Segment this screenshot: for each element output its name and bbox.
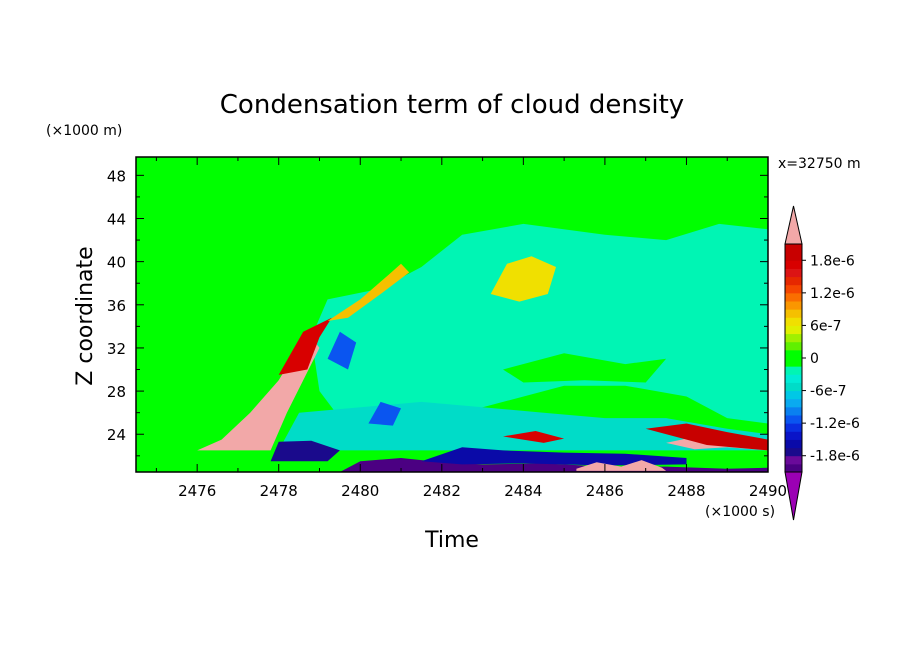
x-tick-label: 2484 (504, 482, 542, 500)
y-tick-label: 40 (107, 254, 126, 272)
x-tick-label: 2478 (260, 482, 298, 500)
contour-region-blue-bottom-2478 (270, 440, 340, 462)
chart-title: Condensation term of cloud density (220, 90, 684, 120)
colorbar-label: 6e-7 (810, 318, 841, 334)
x-tick-label: 2476 (178, 482, 216, 500)
colorbar-label: -1.2e-6 (810, 416, 860, 432)
contour-region-yellow-patch-2484 (490, 256, 556, 302)
annotation-x-position: x=32750 m (778, 156, 861, 172)
colorbar-label: 1.8e-6 (810, 253, 855, 269)
colorbar-swatch (785, 415, 802, 424)
contour-region-pink-bottom-spots (576, 460, 667, 471)
colorbar-swatch (785, 455, 802, 465)
colorbar-swatch (785, 439, 802, 449)
plot-frame (135, 156, 769, 473)
colorbar-over-triangle (784, 205, 803, 245)
x-tick-label: 2486 (586, 482, 624, 500)
contour-region-blue-patch-2480 (368, 401, 401, 426)
y-unit-label: (×1000 m) (46, 123, 122, 139)
x-tick-label: 2488 (667, 482, 705, 500)
colorbar-swatch (785, 341, 802, 351)
colorbar-swatch (785, 301, 802, 310)
y-tick-label: 32 (107, 340, 126, 358)
colorbar-label: 0 (810, 351, 819, 367)
colorbar-label: 1.2e-6 (810, 286, 855, 302)
colorbar-label: -6e-7 (810, 384, 847, 400)
colorbar-swatch (785, 447, 802, 457)
x-unit-label: (×1000 s) (705, 504, 775, 520)
x-tick-label: 2482 (423, 482, 461, 500)
colorbar-swatch (785, 423, 802, 432)
colorbar-swatch (785, 260, 802, 269)
colorbar: 1.8e-6 1.2e-6 6e-7 0 -6e-7 -1.2e-6 -1.8e-6 (784, 205, 860, 521)
colorbar-swatch (785, 268, 802, 278)
colorbar-swatch (785, 398, 802, 408)
colorbar-swatch (785, 325, 802, 335)
contour-region-red-2488 (645, 423, 768, 451)
colorbar-swatch (785, 382, 802, 392)
colorbar-label: -1.8e-6 (810, 449, 860, 465)
colorbar-under-triangle (784, 471, 803, 521)
colorbar-swatch (785, 244, 802, 253)
colorbar-swatch (785, 309, 802, 318)
contour-region-yellow-streak (327, 263, 410, 321)
colorbar-swatch (785, 390, 802, 400)
colorbar-swatch (785, 431, 802, 440)
contour-region-lower-light-blue (278, 401, 768, 451)
colorbar-swatch (785, 276, 802, 286)
y-axis: 24 28 32 36 40 44 48 (107, 167, 768, 457)
colorbar-swatch (785, 252, 802, 261)
colorbar-swatch (785, 358, 802, 367)
x-tick-label: 2490 (749, 482, 787, 500)
contour-region-red-2484 (503, 431, 565, 443)
contour-region-upper-cyan-band (311, 223, 768, 424)
colorbar-swatch (785, 292, 802, 302)
y-tick-label: 24 (107, 426, 126, 444)
contour-region-blue-bottom-2482 (421, 447, 687, 466)
y-tick-label: 36 (107, 297, 126, 315)
y-tick-label: 28 (107, 383, 126, 401)
colorbar-swatch (785, 463, 802, 473)
x-axis-label: Time (424, 528, 479, 553)
colorbar-swatch (785, 317, 802, 326)
y-tick-label: 44 (107, 210, 126, 228)
colorbar-swatch (785, 349, 802, 359)
y-axis-label: Z coordinate (73, 246, 98, 385)
y-tick-label: 48 (107, 167, 126, 185)
contour-region-blue-patch-2479 (327, 331, 357, 370)
x-axis: 2476 2478 2480 2482 2484 2486 2488 2490 (155, 157, 787, 500)
contour-region-red-edge (278, 317, 332, 375)
colorbar-swatch (785, 333, 802, 343)
colorbar-swatch (785, 284, 802, 294)
contour-region-green-islands (503, 353, 667, 383)
plot-area (135, 156, 769, 473)
x-tick-label: 2480 (341, 482, 379, 500)
colorbar-swatch (785, 406, 802, 416)
colorbar-swatch (785, 374, 802, 383)
colorbar-swatch (785, 366, 802, 375)
